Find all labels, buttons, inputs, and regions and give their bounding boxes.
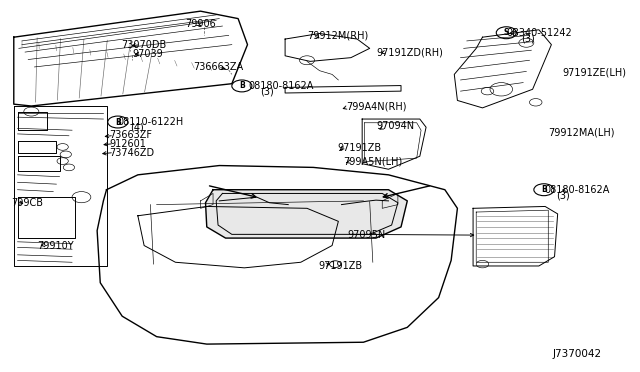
Text: B: B — [239, 81, 244, 90]
Text: (4): (4) — [131, 123, 144, 133]
Text: (3): (3) — [522, 34, 535, 44]
Text: 799A4N(RH): 799A4N(RH) — [346, 101, 406, 111]
Polygon shape — [205, 190, 407, 238]
Text: 97191ZB: 97191ZB — [337, 143, 381, 153]
Text: 912601: 912601 — [109, 139, 147, 148]
Text: 97094N: 97094N — [376, 122, 414, 131]
Text: 0B340-51242: 0B340-51242 — [506, 28, 572, 38]
Text: (3): (3) — [260, 87, 274, 96]
Text: 97039: 97039 — [133, 49, 164, 59]
Text: B: B — [115, 118, 121, 126]
Text: 79912MA(LH): 79912MA(LH) — [548, 127, 615, 137]
Text: 799A5N(LH): 799A5N(LH) — [344, 157, 403, 167]
Text: J7370042: J7370042 — [552, 349, 602, 359]
Text: 08180-8162A: 08180-8162A — [544, 185, 609, 195]
Text: S: S — [504, 28, 509, 37]
Text: 73070DB: 73070DB — [121, 40, 166, 49]
Text: B: B — [541, 185, 547, 194]
Text: 08110-6122H: 08110-6122H — [118, 117, 184, 127]
Text: (3): (3) — [556, 191, 570, 201]
Text: 73746ZD: 73746ZD — [109, 148, 155, 157]
Text: 97191ZD(RH): 97191ZD(RH) — [376, 47, 443, 57]
Text: 79910Y: 79910Y — [38, 241, 74, 250]
Text: 73663ZF: 73663ZF — [109, 131, 153, 140]
Text: 79912M(RH): 79912M(RH) — [307, 31, 368, 40]
Text: 736663ZA: 736663ZA — [193, 62, 243, 72]
Text: 79906: 79906 — [185, 19, 216, 29]
Text: 08180-8162A: 08180-8162A — [248, 81, 314, 90]
Text: 97191ZE(LH): 97191ZE(LH) — [563, 68, 627, 77]
Text: 799CB: 799CB — [12, 198, 44, 208]
Text: 97191ZB: 97191ZB — [318, 261, 362, 270]
Text: 97095N: 97095N — [348, 230, 386, 240]
